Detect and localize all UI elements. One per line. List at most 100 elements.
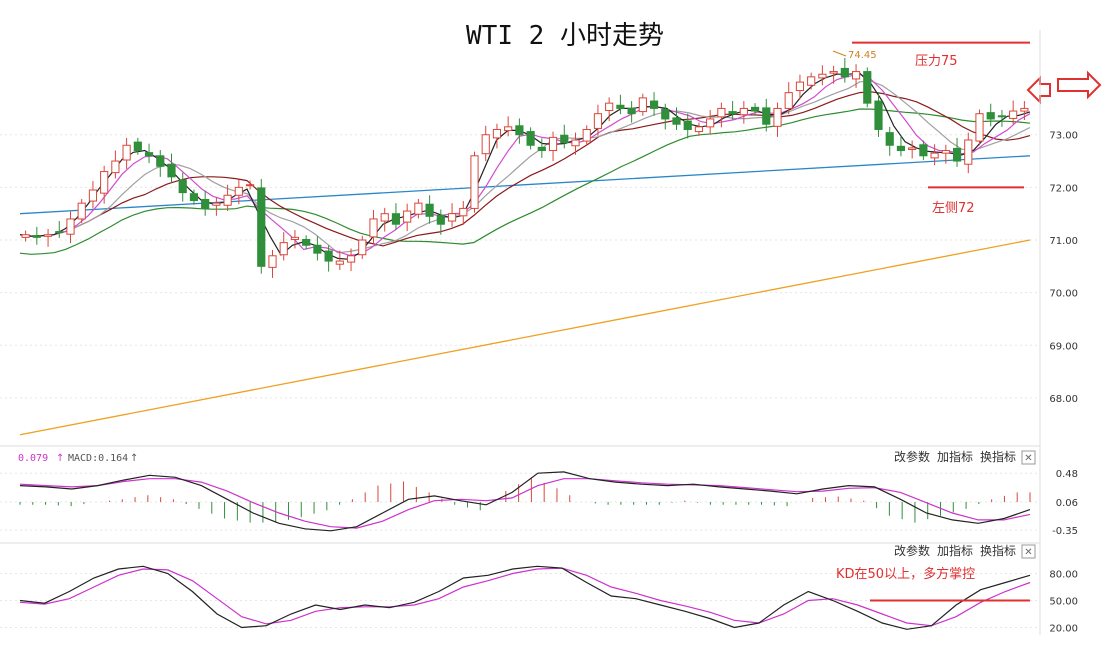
candle-body	[212, 202, 221, 206]
candle-body	[403, 210, 412, 223]
main-y-ticks: 68.00 69.00 70.00 71.00 72.00 73.00	[1049, 131, 1078, 405]
kd-switch-indicator-button[interactable]: 换指标	[980, 543, 1016, 558]
candle-body	[504, 126, 513, 132]
candle-body	[55, 231, 64, 234]
candle-body	[447, 213, 457, 222]
candle-body	[167, 163, 176, 178]
candle-body	[649, 100, 659, 109]
macd-switch-indicator-button[interactable]: 换指标	[980, 449, 1016, 464]
macd-tick-label: 0.06	[1056, 498, 1078, 509]
macd-add-indicator-button[interactable]: 加指标	[937, 449, 973, 464]
candle-body	[728, 111, 737, 115]
ma-line-ma_orange	[19, 239, 1031, 436]
candle-body	[189, 193, 199, 202]
candle-body	[762, 107, 771, 125]
candle-body	[706, 118, 715, 128]
kd-close-button[interactable]	[1021, 544, 1036, 559]
candle-body	[346, 255, 356, 263]
candle-body	[986, 112, 995, 120]
candle-body	[66, 218, 75, 235]
candle-body	[863, 71, 872, 104]
candle-body	[717, 107, 726, 118]
candle-body	[851, 71, 861, 80]
candle-body	[32, 235, 41, 238]
price-tick-label: 71.00	[1049, 236, 1078, 247]
arrow-left-icon	[1026, 75, 1051, 105]
candle-body	[537, 146, 546, 152]
macd-y-ticks: 0.48 0.06 -0.35	[1052, 469, 1078, 537]
candle-body	[571, 139, 580, 147]
candle-body	[492, 128, 502, 139]
peak-label: 74.45	[848, 50, 877, 61]
macd-arrow-icon: ↑	[130, 453, 138, 464]
candle-body	[201, 198, 210, 209]
price-tick-label: 72.00	[1049, 183, 1078, 194]
macd-dif-arrow-icon: ↑	[56, 453, 64, 464]
kd-lines	[19, 565, 1031, 630]
candle-body	[335, 260, 344, 265]
candle-body	[750, 106, 760, 112]
candle-body	[178, 179, 187, 194]
macd-value: MACD:0.164	[68, 453, 128, 464]
candle-body	[964, 139, 973, 165]
candle-body	[919, 144, 928, 157]
candle-body	[122, 144, 131, 161]
price-tick-label: 73.00	[1049, 131, 1078, 142]
kd-add-indicator-button[interactable]: 加指标	[937, 543, 973, 558]
candle-body	[111, 160, 120, 174]
macd-tick-label: 0.48	[1056, 469, 1078, 480]
kd-annotation: KD在50以上，多方掌控	[836, 566, 975, 582]
moving-averages	[19, 72, 1031, 436]
candle-body	[661, 108, 670, 120]
price-tick-label: 70.00	[1049, 289, 1078, 300]
candle-body	[616, 104, 625, 109]
candle-body	[459, 207, 468, 217]
price-tick-label: 68.00	[1049, 394, 1078, 405]
candle-body	[358, 239, 367, 256]
kd-params-button[interactable]: 改参数	[894, 543, 930, 558]
candle-body	[941, 150, 950, 154]
candle-body	[1009, 110, 1018, 119]
candle-body	[88, 189, 98, 202]
macd-gridlines	[0, 472, 1040, 531]
kd-tick-label: 80.00	[1049, 570, 1078, 581]
candle-body	[234, 186, 243, 196]
macd-close-button[interactable]	[1021, 450, 1036, 465]
candle-body	[997, 115, 1007, 118]
candle-body	[840, 67, 849, 78]
kd-close-icon: ✕	[1024, 547, 1032, 558]
candle-body	[952, 147, 962, 162]
candle-body	[245, 184, 255, 187]
candle-body	[144, 152, 154, 157]
candles	[21, 57, 1029, 278]
candle-body	[560, 134, 569, 144]
candle-body	[975, 113, 984, 142]
candle-body	[807, 76, 816, 86]
candle-body	[627, 107, 636, 115]
ma-line-short	[19, 72, 1031, 260]
macd-close-icon: ✕	[1024, 453, 1032, 464]
candle-body	[638, 97, 647, 113]
ma-line-brown	[19, 91, 1031, 247]
candle-body	[582, 128, 591, 142]
candle-body	[223, 194, 232, 206]
kd-d-line	[19, 567, 1031, 627]
candle-body	[279, 242, 288, 256]
candle-body	[425, 203, 434, 217]
candle-body	[795, 81, 805, 92]
candle-body	[672, 117, 681, 125]
ma-line-ma_blue	[19, 155, 1031, 215]
macd-tick-label: -0.35	[1052, 526, 1078, 537]
price-tick-label: 69.00	[1049, 341, 1078, 352]
kd-tick-label: 20.00	[1049, 624, 1078, 635]
macd-params-button[interactable]: 改参数	[894, 449, 930, 464]
candle-body	[156, 155, 165, 167]
macd-dif-line	[19, 471, 1031, 532]
kd-tick-label: 50.00	[1049, 597, 1078, 608]
macd-signal-line	[19, 478, 1031, 529]
candle-body	[77, 202, 86, 220]
macd-histogram	[19, 477, 1031, 523]
candle-body	[268, 255, 277, 268]
kd-k-line	[19, 565, 1031, 630]
